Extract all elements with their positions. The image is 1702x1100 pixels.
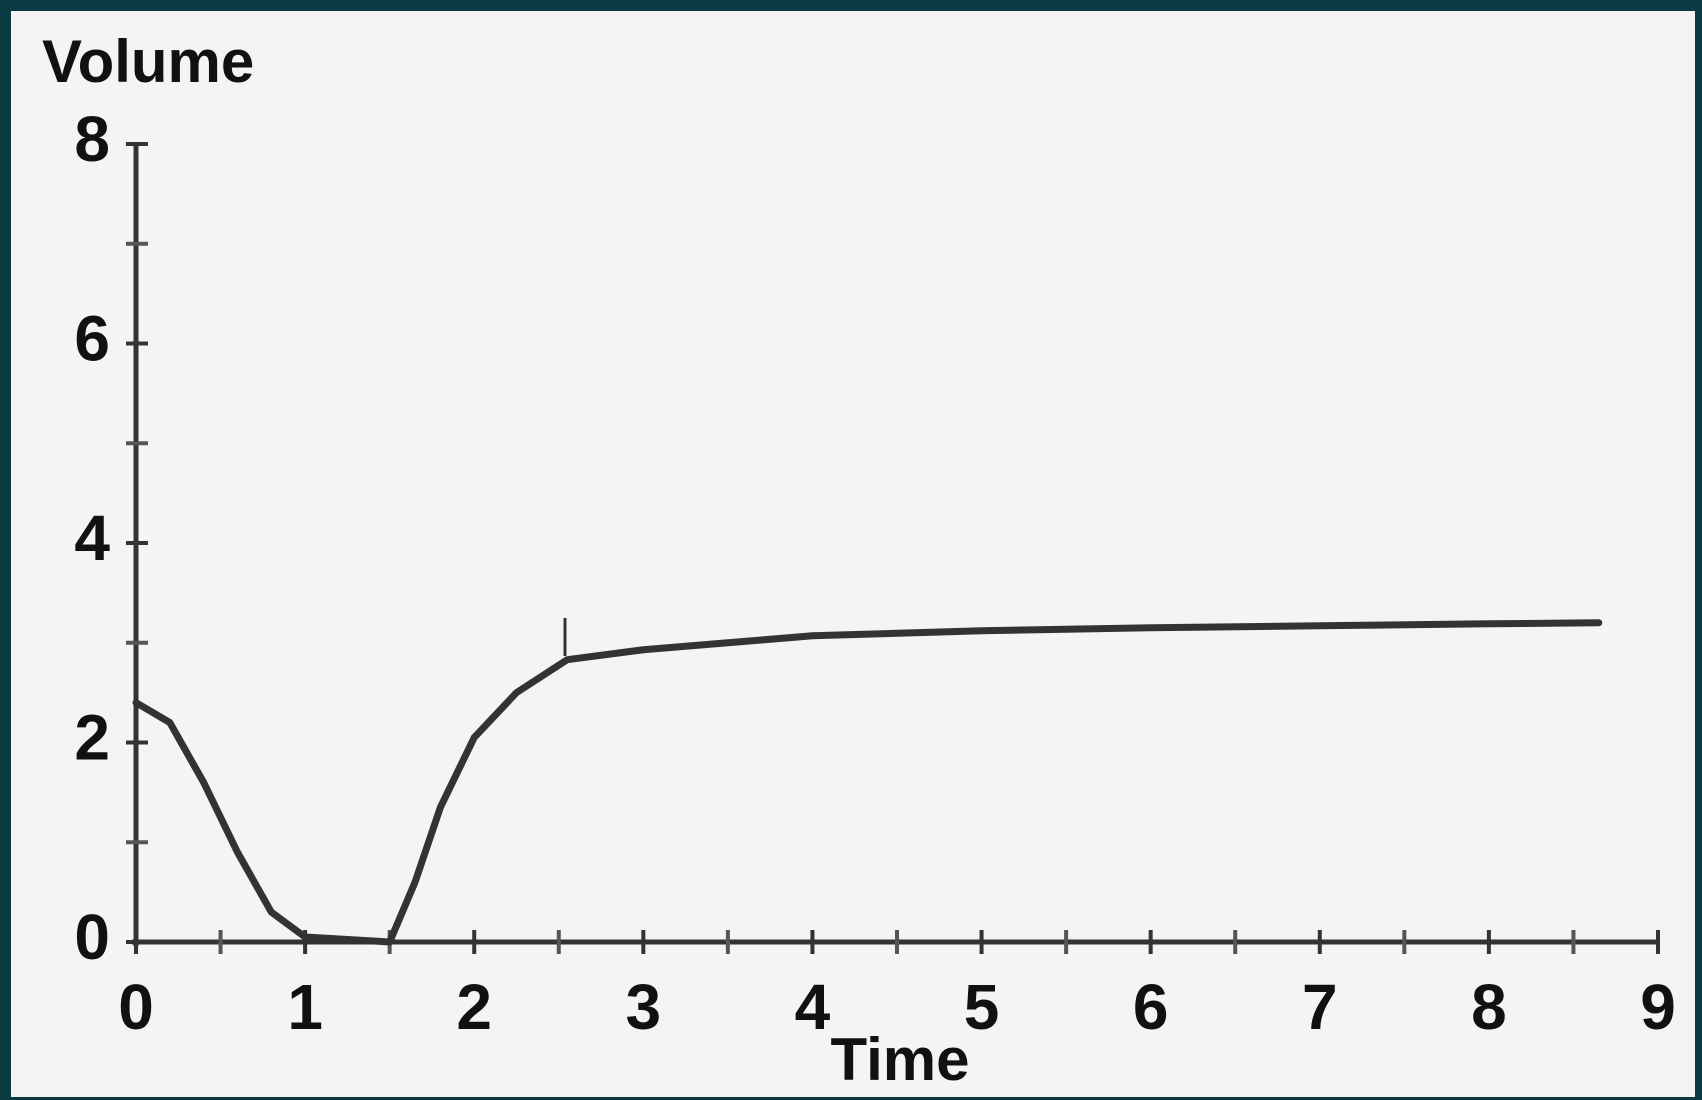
- x-tick-label: 4: [795, 971, 831, 1043]
- x-axis-title: Time: [831, 1026, 970, 1093]
- x-tick-label: 9: [1640, 971, 1676, 1043]
- x-tick-label: 1: [287, 971, 323, 1043]
- x-tick-label: 5: [964, 971, 1000, 1043]
- x-tick-label: 2: [456, 971, 492, 1043]
- x-tick-label: 0: [118, 971, 154, 1043]
- y-tick-label: 4: [74, 502, 110, 574]
- x-tick-label: 3: [626, 971, 662, 1043]
- x-tick-label: 6: [1133, 971, 1169, 1043]
- y-tick-label: 0: [74, 901, 110, 973]
- y-tick-label: 6: [74, 302, 110, 374]
- y-tick-label: 8: [74, 103, 110, 175]
- y-tick-label: 2: [74, 701, 110, 773]
- x-tick-label: 7: [1302, 971, 1338, 1043]
- y-axis-title: Volume: [42, 28, 254, 95]
- x-tick-label: 8: [1471, 971, 1507, 1043]
- data-line: [132, 619, 1603, 946]
- plot-background: [11, 11, 1695, 1097]
